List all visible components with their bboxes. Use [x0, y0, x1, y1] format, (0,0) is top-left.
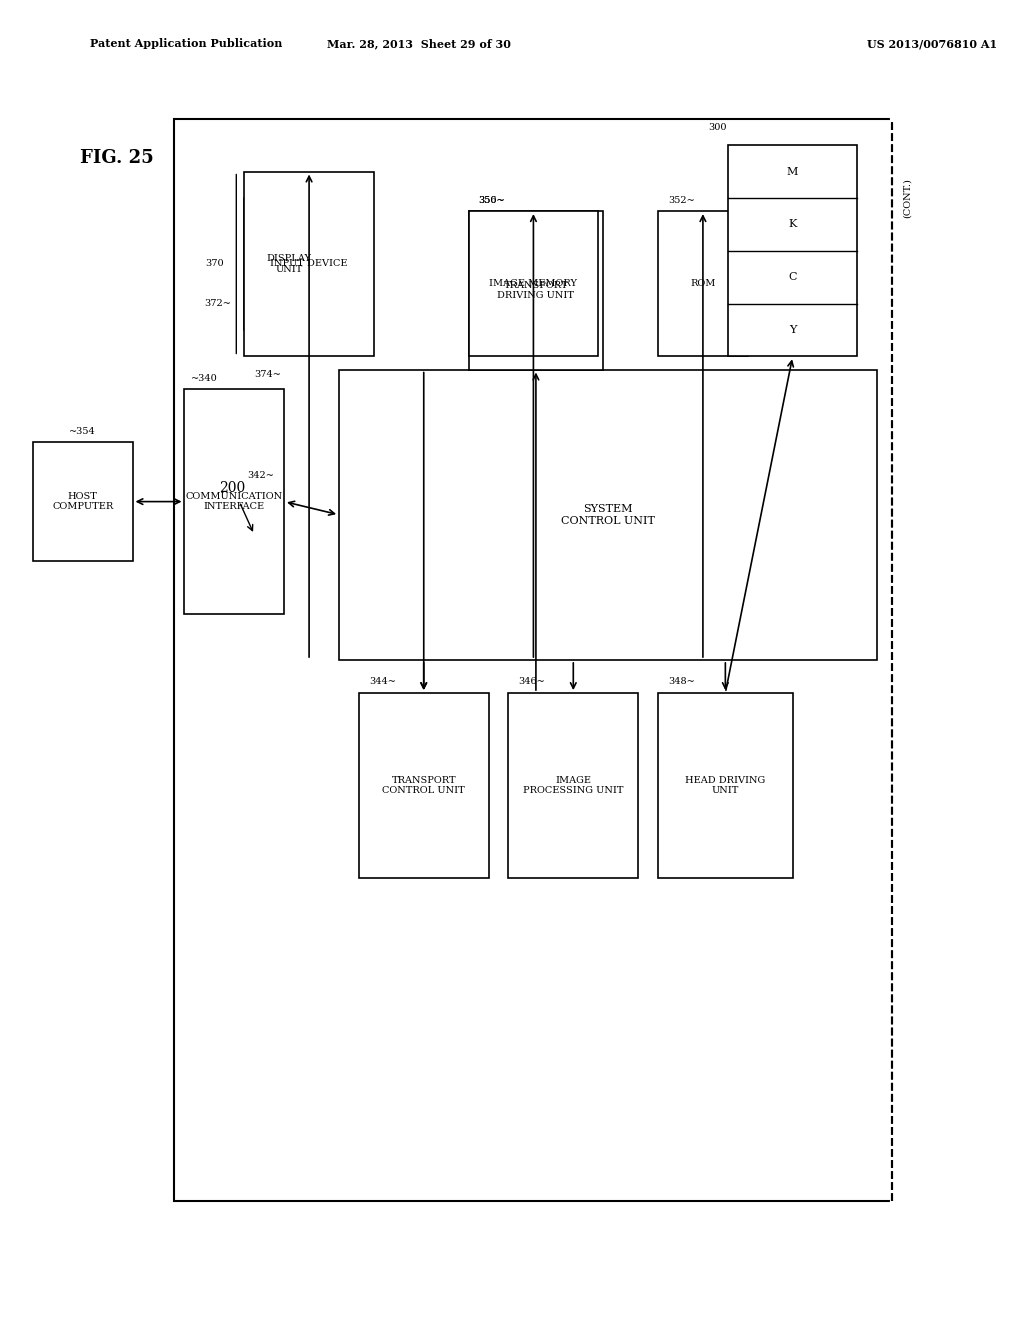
Text: 300: 300 [708, 123, 726, 132]
Text: 342~: 342~ [248, 471, 274, 479]
FancyBboxPatch shape [339, 370, 878, 660]
FancyBboxPatch shape [728, 145, 857, 356]
FancyBboxPatch shape [469, 211, 598, 356]
Text: 374~: 374~ [254, 370, 282, 379]
FancyBboxPatch shape [469, 211, 603, 370]
Text: IMAGE
PROCESSING UNIT: IMAGE PROCESSING UNIT [523, 776, 624, 795]
FancyBboxPatch shape [245, 172, 374, 356]
FancyBboxPatch shape [33, 442, 132, 561]
Text: 350~: 350~ [478, 195, 505, 205]
FancyBboxPatch shape [658, 693, 793, 878]
FancyBboxPatch shape [658, 211, 748, 356]
Text: 344~: 344~ [369, 677, 396, 686]
Text: INPUT DEVICE: INPUT DEVICE [270, 260, 348, 268]
Text: 348~: 348~ [668, 677, 694, 686]
Text: DISPLAY
UNIT: DISPLAY UNIT [266, 255, 311, 273]
Text: Mar. 28, 2013  Sheet 29 of 30: Mar. 28, 2013 Sheet 29 of 30 [327, 38, 511, 49]
FancyBboxPatch shape [184, 389, 284, 614]
Text: Patent Application Publication: Patent Application Publication [90, 38, 282, 49]
Text: IMAGE MEMORY: IMAGE MEMORY [489, 280, 578, 288]
Text: ROM: ROM [690, 280, 716, 288]
Text: K: K [788, 219, 797, 230]
Text: 370: 370 [206, 260, 224, 268]
Text: 352~: 352~ [668, 195, 694, 205]
Text: COMMUNICATION
INTERFACE: COMMUNICATION INTERFACE [185, 492, 283, 511]
Text: SYSTEM
CONTROL UNIT: SYSTEM CONTROL UNIT [561, 504, 655, 525]
Text: HEAD DRIVING
UNIT: HEAD DRIVING UNIT [685, 776, 766, 795]
Text: US 2013/0076810 A1: US 2013/0076810 A1 [867, 38, 997, 49]
Text: HOST
COMPUTER: HOST COMPUTER [52, 492, 114, 511]
Text: FIG. 25: FIG. 25 [80, 149, 154, 168]
Text: Y: Y [788, 325, 797, 335]
Text: M: M [787, 166, 799, 177]
Text: (CONT.): (CONT.) [902, 178, 911, 218]
FancyBboxPatch shape [509, 693, 638, 878]
FancyBboxPatch shape [359, 693, 488, 878]
Text: ~340: ~340 [191, 374, 218, 383]
Text: C: C [788, 272, 797, 282]
Text: 372~: 372~ [205, 300, 231, 308]
FancyBboxPatch shape [245, 198, 334, 330]
Text: 346~: 346~ [518, 677, 545, 686]
Text: 356~: 356~ [478, 195, 505, 205]
Text: 200: 200 [219, 482, 246, 495]
Text: TRANSPORT
CONTROL UNIT: TRANSPORT CONTROL UNIT [382, 776, 465, 795]
Text: TRANSPORT
DRIVING UNIT: TRANSPORT DRIVING UNIT [498, 281, 574, 300]
Text: ~354: ~354 [70, 426, 96, 436]
